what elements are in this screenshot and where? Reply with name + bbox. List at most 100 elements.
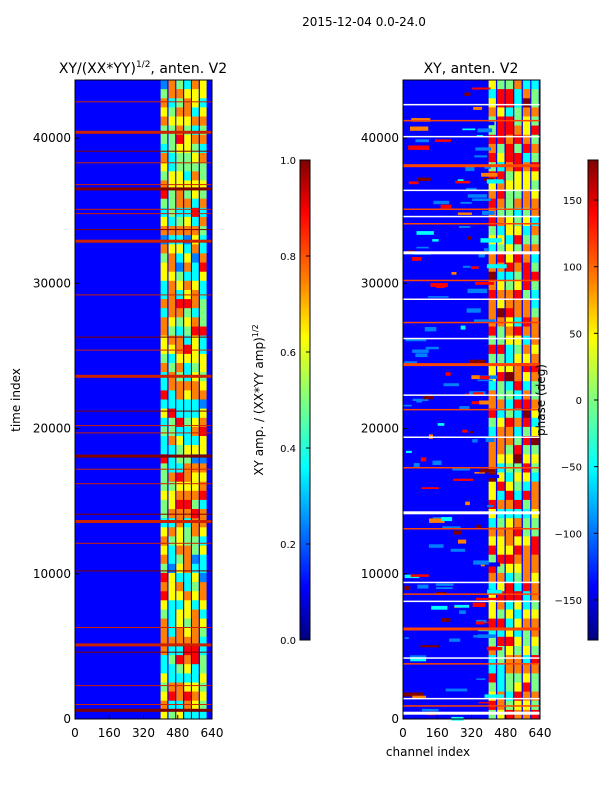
amplitude-band-cell xyxy=(192,189,199,199)
phase-band-cell xyxy=(488,134,496,145)
amplitude-band-cell xyxy=(168,399,176,409)
amplitude-band-cell xyxy=(199,317,207,327)
phase-band-cell xyxy=(488,381,496,391)
phase-band-cell xyxy=(514,344,522,355)
amplitude-band-cell xyxy=(168,417,176,428)
phase-texture-patch xyxy=(474,155,488,158)
amplitude-band-cell xyxy=(176,308,183,318)
phase-texture-patch xyxy=(415,139,429,143)
amplitude-xtick-label: 160 xyxy=(98,726,121,740)
phase-band-cell xyxy=(505,372,514,382)
amplitude-band-cell xyxy=(199,216,207,227)
amplitude-band-cell xyxy=(176,664,183,674)
phase-band-cell xyxy=(531,299,539,309)
phase-texture-patch xyxy=(459,676,465,679)
phase-texture-patch xyxy=(449,638,461,642)
phase-colorbar-ticks: −150 −100 −50 0 50 100 150 xyxy=(555,196,598,607)
phase-band-cell xyxy=(531,253,539,263)
phase-band-cell xyxy=(514,143,522,154)
amplitude-band-cell xyxy=(192,545,199,555)
phase-flagged-row xyxy=(403,627,540,631)
phase-band-cell xyxy=(531,673,539,683)
phase-texture-patch xyxy=(421,487,439,489)
phase-flagged-row xyxy=(403,103,540,106)
phase-texture-patch xyxy=(436,587,453,589)
amplitude-band-cell xyxy=(192,326,199,336)
phase-band-cell xyxy=(505,125,514,135)
amplitude-title: XY/(XX*YY)1/2, anten. V2 xyxy=(59,60,227,77)
phase-flagged-row xyxy=(403,135,540,138)
phase-band-cell xyxy=(531,125,539,135)
amplitude-band-cell xyxy=(192,646,199,656)
amplitude-band-cell xyxy=(160,591,168,601)
amplitude-band-cell xyxy=(168,216,176,227)
amplitude-band-cell xyxy=(184,189,191,199)
phase-texture-patch xyxy=(486,647,503,651)
amplitude-band-cell xyxy=(168,527,176,537)
amplitude-band-cell xyxy=(160,153,168,163)
phase-band-cell xyxy=(505,207,514,218)
amplitude-band-cell xyxy=(160,381,168,391)
phase-band-cell xyxy=(488,417,496,428)
phase-texture-patch xyxy=(473,560,489,565)
amplitude-band-cell xyxy=(199,171,207,181)
amplitude-band-cell xyxy=(184,198,191,209)
phase-band-cell xyxy=(514,655,522,665)
phase-band-cell xyxy=(497,426,505,437)
phase-band-cell xyxy=(522,627,531,638)
phase-band-cell xyxy=(497,98,505,108)
amplitude-band-cell xyxy=(176,381,183,391)
phase-band-cell xyxy=(505,80,514,90)
phase-band-cell xyxy=(505,235,514,245)
amplitude-band-cell xyxy=(176,107,183,117)
phase-texture-patch xyxy=(410,574,429,577)
phase-band-cell xyxy=(505,618,514,628)
amplitude-panel: XY/(XX*YY)1/2, anten. V2 0 160 320 480 640 0 1… xyxy=(9,60,227,740)
phase-band-cell xyxy=(522,271,531,282)
amplitude-ytick-label: 20000 xyxy=(33,422,71,436)
amplitude-band-cell xyxy=(176,299,183,309)
phase-texture-patch xyxy=(472,433,482,436)
amplitude-band-cell xyxy=(184,545,191,555)
phase-band-cell xyxy=(497,673,505,683)
amplitude-band-cell xyxy=(192,125,199,135)
phase-band-cell xyxy=(514,335,522,345)
phase-band-cell xyxy=(505,636,514,647)
phase-texture-patch xyxy=(411,257,422,261)
amplitude-band-cell xyxy=(199,554,207,565)
amplitude-band-cell xyxy=(192,582,199,592)
phase-texture-patch xyxy=(431,605,448,610)
phase-band-cell xyxy=(488,326,496,336)
phase-band-cell xyxy=(497,89,505,99)
phase-band-cell xyxy=(531,381,539,391)
phase-texture-patch xyxy=(484,562,500,567)
phase-band-cell xyxy=(488,426,496,437)
amplitude-band-cell xyxy=(199,280,207,291)
phase-band-cell xyxy=(514,436,522,446)
phase-band-cell xyxy=(514,171,522,181)
amplitude-band-cell xyxy=(160,499,168,510)
phase-band-cell xyxy=(522,673,531,683)
phase-texture-patch xyxy=(453,478,474,481)
amplitude-band-cell xyxy=(199,271,207,282)
phase-band-cell xyxy=(488,536,496,546)
amplitude-band-cell xyxy=(184,563,191,574)
amplitude-band-cell xyxy=(176,436,183,446)
phase-band-cell xyxy=(505,290,514,300)
phase-texture-patch xyxy=(485,437,495,443)
phase-texture-patch xyxy=(466,308,481,313)
phase-texture-patch xyxy=(445,372,451,376)
phase-flagged-row xyxy=(403,321,540,324)
phase-band-cell xyxy=(531,646,539,656)
amplitude-band-cell xyxy=(168,153,176,163)
phase-band-cell xyxy=(531,207,539,218)
phase-texture-patch xyxy=(435,592,447,595)
amplitude-flagged-row xyxy=(75,468,212,470)
phase-band-cell xyxy=(531,143,539,154)
amplitude-band-cell xyxy=(184,472,191,482)
amplitude-band-cell xyxy=(160,600,168,610)
phase-texture-patch xyxy=(477,379,493,382)
amplitude-band-cell xyxy=(176,363,183,373)
phase-band-cell xyxy=(531,536,539,546)
